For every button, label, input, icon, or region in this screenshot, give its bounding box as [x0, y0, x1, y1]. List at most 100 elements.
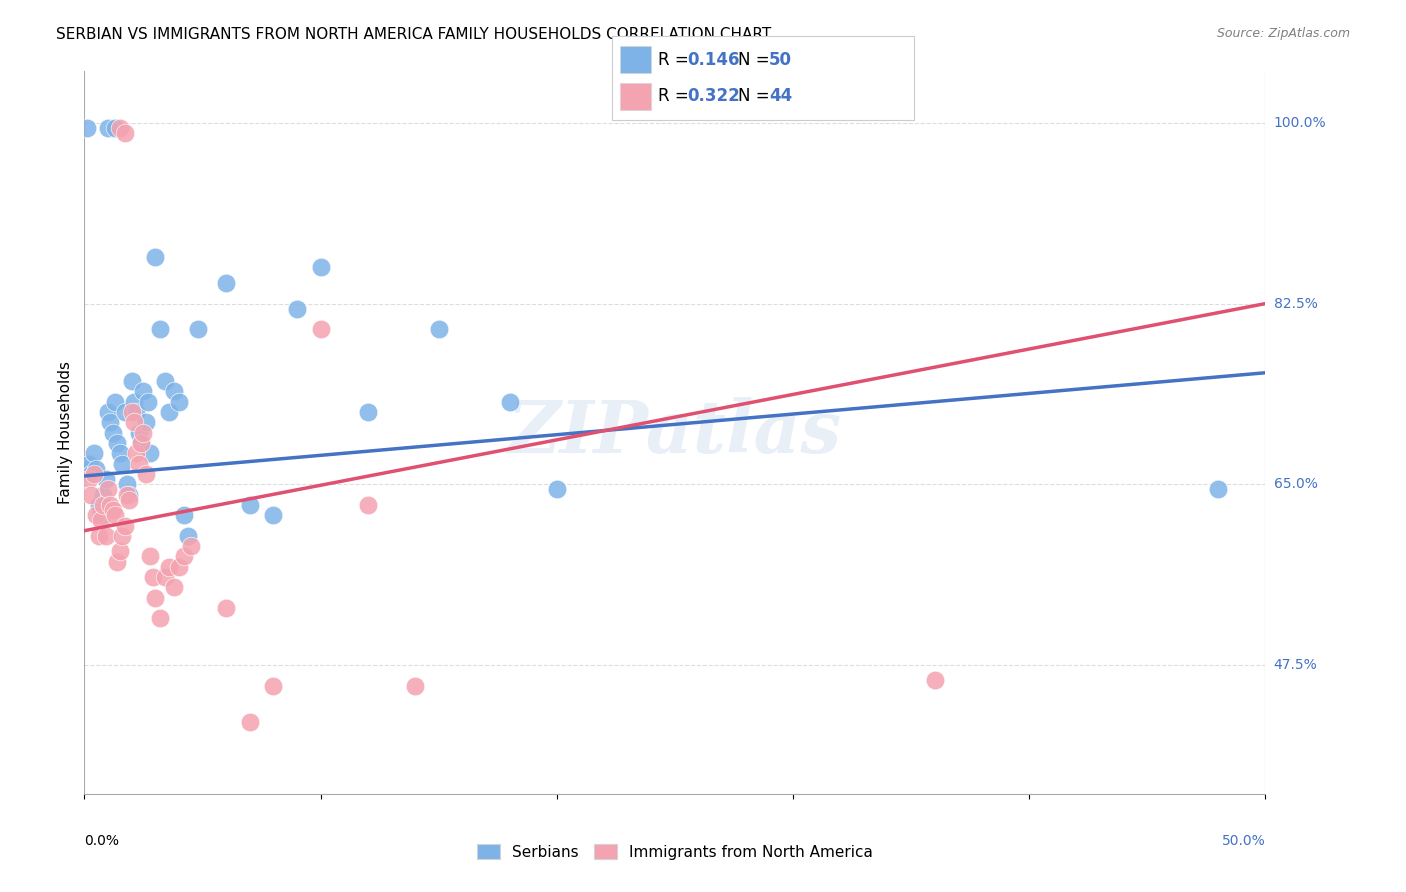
Point — [125, 446, 148, 460]
Point — [84, 508, 107, 523]
Point — [135, 467, 157, 481]
Text: N =: N = — [738, 51, 775, 69]
Text: 47.5%: 47.5% — [1274, 658, 1317, 672]
Point — [90, 513, 112, 527]
Point — [177, 529, 200, 543]
Point — [309, 322, 332, 336]
Point — [104, 394, 127, 409]
Point — [97, 483, 120, 497]
Point — [546, 483, 568, 497]
Text: 100.0%: 100.0% — [1274, 116, 1326, 130]
Point — [180, 539, 202, 553]
Text: SERBIAN VS IMMIGRANTS FROM NORTH AMERICA FAMILY HOUSEHOLDS CORRELATION CHART: SERBIAN VS IMMIGRANTS FROM NORTH AMERICA… — [56, 27, 772, 42]
Point — [143, 591, 166, 605]
Point — [309, 260, 332, 275]
Text: 50.0%: 50.0% — [1222, 834, 1265, 847]
Point — [132, 384, 155, 399]
Point — [427, 322, 450, 336]
Point — [122, 415, 145, 429]
Text: 0.0%: 0.0% — [84, 834, 120, 847]
Text: R =: R = — [658, 87, 695, 105]
Point — [167, 559, 190, 574]
Point — [121, 405, 143, 419]
Point — [132, 425, 155, 440]
Text: Source: ZipAtlas.com: Source: ZipAtlas.com — [1216, 27, 1350, 40]
Point — [77, 472, 100, 486]
Point — [128, 425, 150, 440]
Y-axis label: Family Households: Family Households — [58, 361, 73, 504]
Point — [87, 529, 110, 543]
Point — [97, 405, 120, 419]
Point — [98, 415, 121, 429]
Point — [76, 121, 98, 136]
Point — [118, 487, 141, 501]
Point — [80, 467, 103, 481]
Point — [357, 498, 380, 512]
Text: 82.5%: 82.5% — [1274, 297, 1317, 310]
Text: 50: 50 — [769, 51, 792, 69]
Point — [215, 276, 238, 290]
Point — [87, 498, 110, 512]
Point — [83, 446, 105, 460]
Point — [114, 518, 136, 533]
Point — [167, 394, 190, 409]
Point — [157, 559, 180, 574]
Point — [77, 457, 100, 471]
Point — [128, 457, 150, 471]
Text: 65.0%: 65.0% — [1274, 477, 1317, 491]
Text: 0.322: 0.322 — [688, 87, 741, 105]
Point — [173, 549, 195, 564]
Point — [121, 374, 143, 388]
Point — [104, 121, 127, 136]
Point — [187, 322, 209, 336]
Point — [122, 394, 145, 409]
Point — [142, 570, 165, 584]
Point — [498, 394, 520, 409]
Point — [91, 487, 114, 501]
Point — [129, 436, 152, 450]
Point — [115, 487, 138, 501]
Point — [125, 405, 148, 419]
Point — [94, 472, 117, 486]
Point — [90, 508, 112, 523]
Point — [135, 415, 157, 429]
Point — [139, 446, 162, 460]
Text: R =: R = — [658, 51, 695, 69]
Point — [114, 126, 136, 140]
Point — [84, 462, 107, 476]
Point — [163, 581, 186, 595]
Point — [1206, 483, 1229, 497]
Point — [215, 601, 238, 615]
Text: ZIPatlas: ZIPatlas — [508, 397, 842, 468]
Point — [111, 457, 134, 471]
Point — [924, 673, 946, 688]
Point — [108, 544, 131, 558]
Point — [357, 405, 380, 419]
Text: N =: N = — [738, 87, 775, 105]
Point — [136, 394, 159, 409]
Point — [108, 446, 131, 460]
Point — [98, 498, 121, 512]
Point — [262, 508, 284, 523]
Point — [94, 529, 117, 543]
Legend: Serbians, Immigrants from North America: Serbians, Immigrants from North America — [471, 838, 879, 866]
Point — [157, 405, 180, 419]
Point — [149, 611, 172, 625]
Point — [107, 555, 129, 569]
Point — [101, 425, 124, 440]
Point — [107, 436, 129, 450]
Point — [83, 467, 105, 481]
Point — [76, 462, 98, 476]
Point — [239, 498, 262, 512]
Point — [104, 508, 127, 523]
Point — [118, 492, 141, 507]
Point — [139, 549, 162, 564]
Point — [111, 529, 134, 543]
Point — [153, 570, 176, 584]
Point — [129, 436, 152, 450]
Point — [108, 121, 131, 136]
Text: 0.146: 0.146 — [688, 51, 740, 69]
Point — [173, 508, 195, 523]
Point — [143, 250, 166, 264]
Point — [101, 503, 124, 517]
